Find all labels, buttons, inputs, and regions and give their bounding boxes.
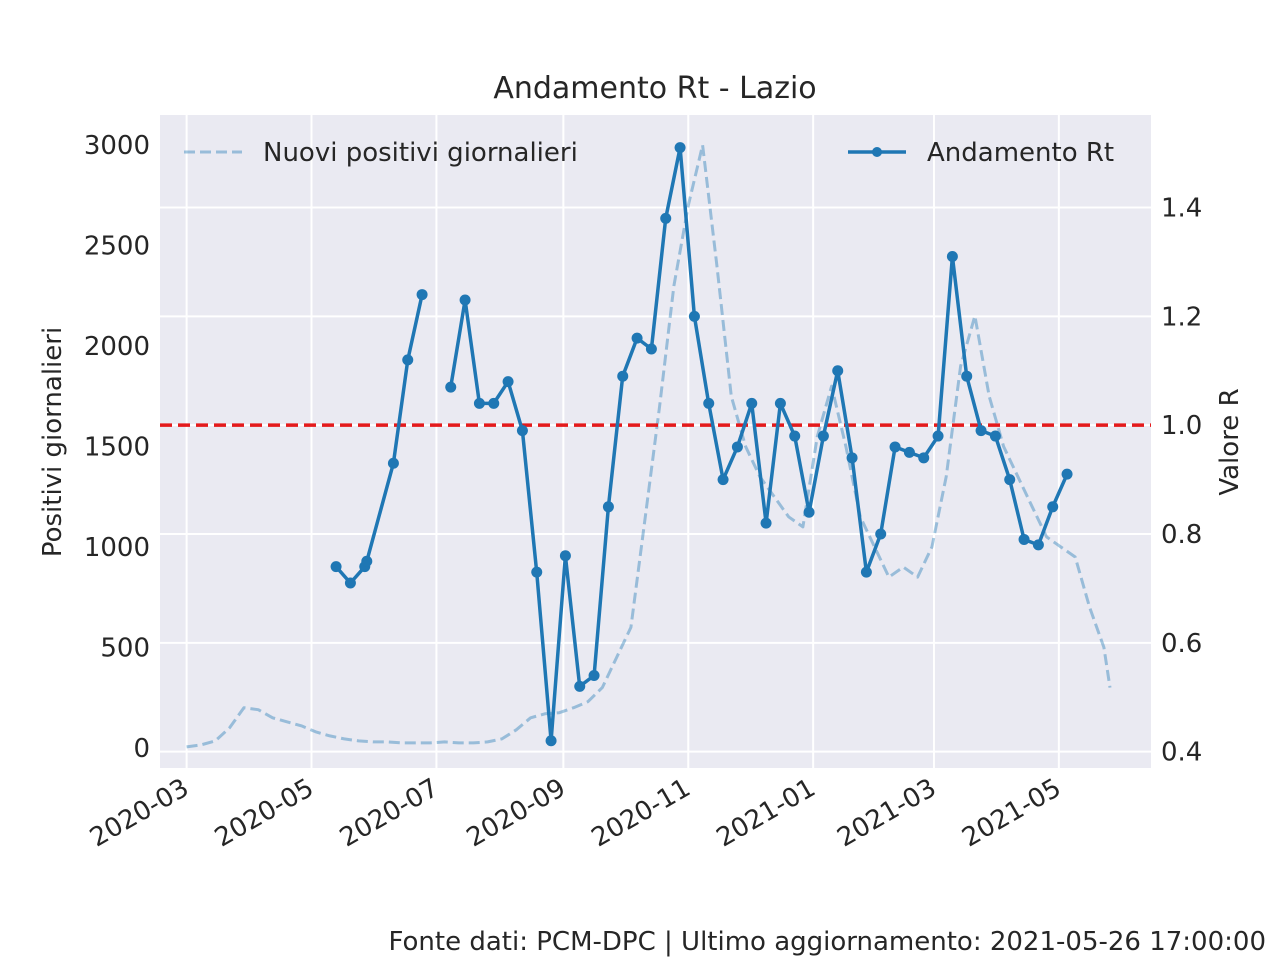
x-tick-label-5: 2021-01 [712,773,821,853]
x-tick-label-4: 2020-11 [587,773,696,853]
footer-source: Fonte dati: PCM-DPC | Ultimo aggiornamen… [389,927,1267,957]
y-left-tick-label-6: 3000 [84,131,150,161]
rt-point-1-27 [832,365,843,376]
rt-point-0-5 [402,354,413,365]
y-right-tick-label-0: 0.4 [1161,738,1202,768]
rt-point-1-34 [933,431,944,442]
rt-point-1-14 [646,343,657,354]
y-right-tick-label-4: 1.2 [1161,302,1202,332]
rt-point-1-24 [789,431,800,442]
rt-point-1-36 [961,371,972,382]
rt-point-1-8 [560,550,571,561]
rt-point-1-13 [632,333,643,344]
y-left-tick-label-0: 0 [133,734,150,764]
y-left-tick-label-5: 2500 [84,232,150,262]
y-right-tick-label-5: 1.4 [1161,194,1202,224]
y-right-tick-label-1: 0.6 [1161,629,1202,659]
rt-point-1-23 [775,398,786,409]
chart-title: Andamento Rt - Lazio [493,71,816,106]
rt-point-1-40 [1019,534,1030,545]
x-tick-label-6: 2021-03 [832,773,941,853]
x-tick-label-7: 2021-05 [957,773,1066,853]
rt-point-1-10 [589,670,600,681]
rt-point-1-38 [990,431,1001,442]
rt-point-1-3 [488,398,499,409]
rt-point-1-5 [517,425,528,436]
rt-point-0-0 [331,561,342,572]
rt-point-1-43 [1062,469,1073,480]
rt-point-1-32 [904,447,915,458]
rt-point-1-20 [732,441,743,452]
x-tick-label-2: 2020-07 [335,773,444,853]
legend-rt-marker [872,147,882,157]
rt-point-1-31 [890,441,901,452]
rt-point-1-1 [460,295,471,306]
y-left-tick-label-3: 1500 [84,433,150,463]
rt-point-1-28 [847,452,858,463]
y-left-tick-label-2: 1000 [84,533,150,563]
rt-point-1-2 [474,398,485,409]
rt-point-1-39 [1004,474,1015,485]
rt-point-1-6 [531,567,542,578]
rt-point-1-21 [746,398,757,409]
x-tick-label-3: 2020-09 [462,773,571,853]
rt-point-0-4 [388,458,399,469]
rt-point-1-4 [503,376,514,387]
rt-point-1-33 [918,452,929,463]
x-tick-label-0: 2020-03 [85,773,194,853]
rt-point-1-16 [675,142,686,153]
rt-point-1-0 [445,382,456,393]
x-tick-label-1: 2020-05 [210,773,319,853]
rt-point-1-11 [603,501,614,512]
rt-point-1-9 [574,681,585,692]
rt-point-1-17 [689,311,700,322]
rt-point-1-37 [976,425,987,436]
y-right-tick-label-3: 1.0 [1161,411,1202,441]
rt-point-1-18 [703,398,714,409]
y-axis-right-label: Valore R [1215,388,1245,495]
rt-point-1-22 [761,518,772,529]
rt-point-1-7 [546,735,557,746]
rt-point-0-1 [345,577,356,588]
rt-point-0-3 [361,556,372,567]
rt-point-0-6 [417,289,428,300]
y-left-tick-label-1: 500 [100,633,150,663]
rt-point-1-35 [947,251,958,262]
rt-point-1-41 [1033,539,1044,550]
rt-point-1-26 [818,431,829,442]
rt-point-1-12 [617,371,628,382]
rt-point-1-15 [660,213,671,224]
y-left-tick-label-4: 2000 [84,332,150,362]
rt-point-1-29 [861,567,872,578]
legend-rt-label: Andamento Rt [927,138,1114,168]
legend-positivi-label: Nuovi positivi giornalieri [263,138,578,168]
y-right-tick-label-2: 0.8 [1161,520,1202,550]
y-axis-left-label: Positivi giornalieri [38,327,68,557]
rt-point-1-25 [804,507,815,518]
rt-point-1-30 [875,529,886,540]
rt-point-1-19 [718,474,729,485]
rt-point-1-42 [1047,501,1058,512]
